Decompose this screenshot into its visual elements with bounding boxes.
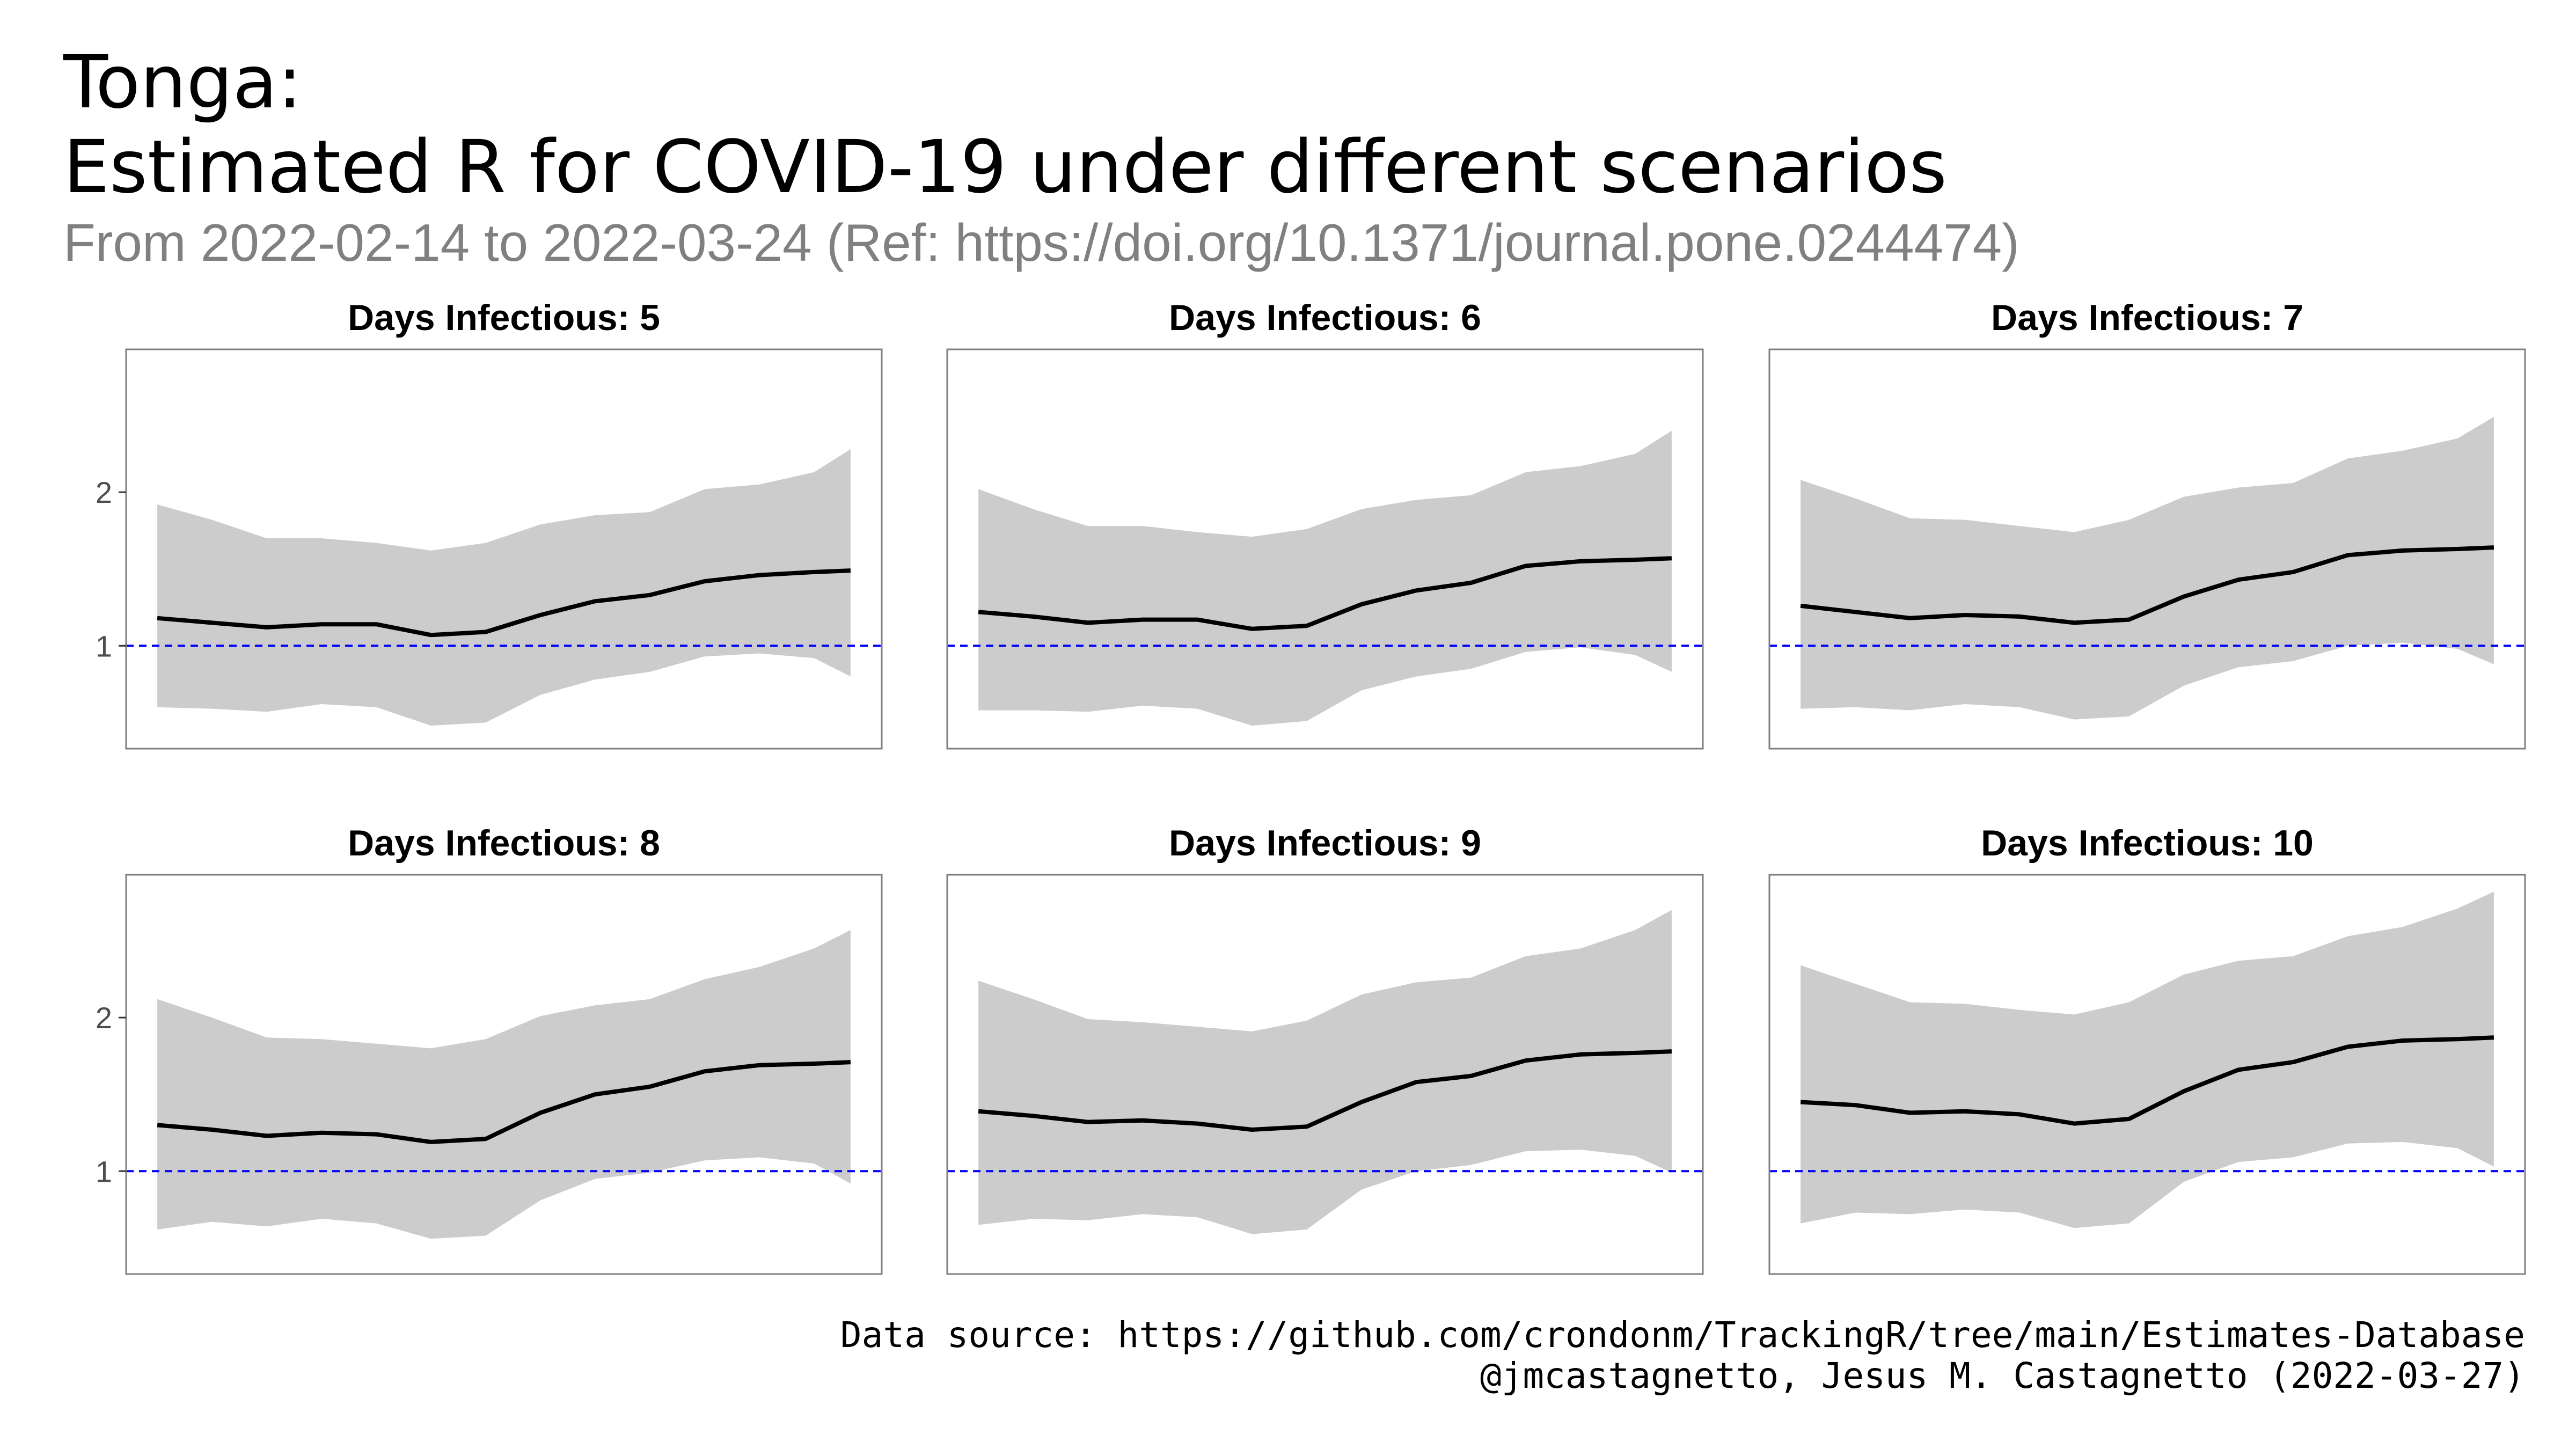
- facet-label: Days Infectious: 5: [348, 297, 660, 338]
- facet-label: Days Infectious: 9: [1169, 823, 1481, 863]
- y-tick-label: 2: [96, 1001, 112, 1035]
- facet-panels: Days Infectious: 5 1 2 Days Infectious: 6 Da…: [96, 297, 2526, 1275]
- chart-subtitle: From 2022-02-14 to 2022-03-24 (Ref: http…: [63, 213, 2019, 272]
- confidence-ribbon: [978, 430, 1672, 726]
- facet-panel-4: Days Infectious: 8 1 2: [96, 823, 883, 1275]
- facet-label: Days Infectious: 6: [1169, 297, 1481, 338]
- estimate-line: [978, 1049, 1672, 1132]
- estimate-line: [1800, 545, 2494, 625]
- caption-data-source: Data source: https://github.com/crondonm…: [840, 1314, 2525, 1356]
- facet-panel-2: Days Infectious: 6: [946, 297, 1704, 750]
- chart-title-line2: Estimated R for COVID-19 under different…: [63, 125, 1947, 210]
- facet-panel-5: Days Infectious: 9: [946, 823, 1704, 1275]
- facet-label: Days Infectious: 10: [1981, 823, 2314, 863]
- caption-author: @jmcastagnetto, Jesus M. Castagnetto (20…: [1480, 1355, 2525, 1396]
- facet-panel-3: Days Infectious: 7: [1768, 297, 2526, 750]
- confidence-ribbon: [1801, 416, 2494, 720]
- panel-border: [125, 348, 883, 750]
- confidence-ribbon: [157, 449, 851, 726]
- estimate-line: [1800, 1035, 2494, 1126]
- confidence-ribbon: [157, 930, 851, 1239]
- estimate-line: [978, 556, 1672, 631]
- panel-border: [125, 874, 883, 1275]
- facet-label: Days Infectious: 7: [1991, 297, 2303, 338]
- chart-title-line1: Tonga:: [63, 40, 302, 125]
- y-tick-label: 1: [96, 1154, 112, 1188]
- y-tick-label: 2: [96, 475, 112, 509]
- confidence-ribbon: [1801, 891, 2494, 1228]
- estimate-line: [157, 568, 851, 638]
- y-tick-label: 1: [96, 629, 112, 663]
- confidence-ribbon: [978, 910, 1672, 1234]
- panel-border: [946, 874, 1704, 1275]
- panel-border: [1768, 348, 2526, 750]
- facet-label: Days Infectious: 8: [348, 823, 660, 863]
- panel-border: [946, 348, 1704, 750]
- facet-panel-6: Days Infectious: 10: [1768, 823, 2526, 1275]
- estimate-line: [157, 1060, 851, 1144]
- panel-border: [1768, 874, 2526, 1275]
- facet-panel-1: Days Infectious: 5 1 2: [96, 297, 883, 750]
